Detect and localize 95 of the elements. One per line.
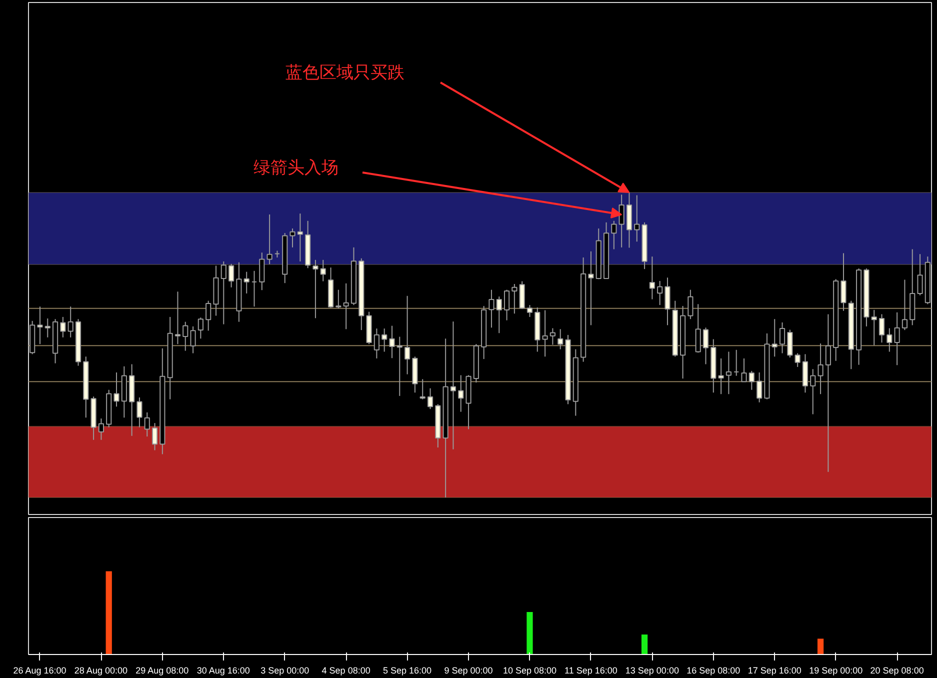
- candlestick: [825, 314, 831, 472]
- x-tick-label: 5 Sep 16:00: [383, 666, 432, 676]
- candlestick: [374, 328, 380, 359]
- candlestick: [588, 250, 594, 326]
- candlestick: [382, 328, 388, 352]
- candlestick: [206, 300, 212, 332]
- candlestick: [458, 374, 464, 412]
- candlestick: [550, 328, 556, 346]
- x-tick-label: 29 Aug 08:00: [136, 666, 189, 676]
- x-tick-label: 20 Sep 08:00: [870, 666, 924, 676]
- x-tick-label: 26 Aug 16:00: [13, 666, 66, 676]
- bar: [817, 638, 824, 654]
- text: 蓝色区域只买跌: [286, 63, 404, 82]
- candlestick: [558, 328, 564, 350]
- candlestick: [810, 368, 816, 415]
- candlestick: [702, 327, 709, 365]
- candlestick: [878, 314, 885, 344]
- candlestick: [787, 329, 793, 358]
- candlestick: [772, 318, 778, 358]
- x-tick-label: 16 Sep 08:00: [686, 666, 740, 676]
- candlestick: [886, 328, 892, 352]
- candlestick: [688, 289, 694, 320]
- candlestick: [182, 321, 188, 352]
- bar: [526, 612, 533, 654]
- candlestick: [634, 194, 640, 242]
- x-tick-label: 9 Sep 00:00: [444, 666, 493, 676]
- candlestick: [44, 318, 50, 338]
- x-tick-label: 11 Sep 16:00: [564, 666, 618, 676]
- candlestick: [114, 372, 120, 408]
- candlestick: [695, 304, 701, 354]
- candlestick: [136, 396, 142, 428]
- text: 绿箭头入场: [254, 158, 338, 177]
- bar: [106, 571, 112, 654]
- candlestick: [266, 214, 272, 265]
- candlestick: [312, 259, 318, 319]
- candlestick: [37, 306, 43, 345]
- candlestick: [504, 289, 510, 321]
- candlestick: [220, 260, 226, 325]
- x-tick-label: 3 Sep 00:00: [260, 666, 310, 676]
- candlestick: [396, 336, 402, 396]
- candlestick: [618, 194, 624, 248]
- candlestick: [818, 342, 824, 395]
- candlestick: [336, 289, 342, 309]
- candlestick: [917, 254, 923, 296]
- candlestick: [840, 252, 846, 312]
- candlestick: [198, 317, 204, 340]
- x-tick-label: 19 Sep 00:00: [809, 666, 863, 676]
- candlestick: [450, 321, 456, 450]
- candlestick: [343, 282, 349, 330]
- candlestick: [60, 316, 66, 338]
- candlestick: [420, 378, 426, 400]
- candlestick: [488, 289, 494, 328]
- candlestick: [726, 351, 732, 395]
- candlestick: [174, 291, 181, 345]
- x-tick-label: 28 Aug 00:00: [74, 666, 128, 676]
- candlestick: [190, 326, 196, 354]
- candlestick: [290, 228, 296, 248]
- candlestick: [389, 325, 395, 359]
- candlestick: [251, 270, 258, 308]
- candlestick: [526, 304, 533, 318]
- candlestick: [144, 412, 150, 437]
- candlestick: [98, 418, 104, 440]
- candlestick: [228, 263, 234, 288]
- candlestick: [657, 280, 663, 306]
- candlestick: [611, 220, 617, 250]
- candlestick: [496, 296, 502, 334]
- candlestick: [756, 372, 762, 403]
- candlestick: [664, 277, 670, 326]
- candlestick: [244, 271, 250, 294]
- candlestick: [320, 259, 326, 282]
- candlestick: [152, 422, 158, 451]
- x-tick-label: 4 Sep 08:00: [322, 666, 370, 676]
- candlestick: [902, 279, 908, 331]
- x-tick-label: 13 Sep 00:00: [625, 666, 679, 676]
- x-tick-label: 17 Sep 16:00: [748, 666, 802, 676]
- x-tick-label: 30 Aug 16:00: [196, 666, 250, 676]
- x-tick-label: 10 Sep 08:00: [502, 666, 557, 676]
- candlestick: [519, 280, 525, 310]
- candlestick: [427, 388, 434, 410]
- candlestick: [259, 252, 265, 291]
- candlestick: [748, 370, 754, 390]
- candlestick: [512, 284, 518, 314]
- candlestick: [779, 322, 786, 354]
- candlestick: [649, 256, 655, 300]
- candlestick: [68, 306, 74, 338]
- candlestick: [794, 352, 800, 368]
- candlestick: [404, 295, 410, 375]
- candlestick: [741, 358, 747, 382]
- candlestick: [894, 312, 900, 366]
- candlestick: [734, 349, 740, 376]
- candlestick: [871, 309, 877, 346]
- candlestick: [297, 213, 303, 262]
- bar: [641, 634, 648, 654]
- candlestick: [542, 310, 548, 358]
- candlestick: [718, 358, 724, 395]
